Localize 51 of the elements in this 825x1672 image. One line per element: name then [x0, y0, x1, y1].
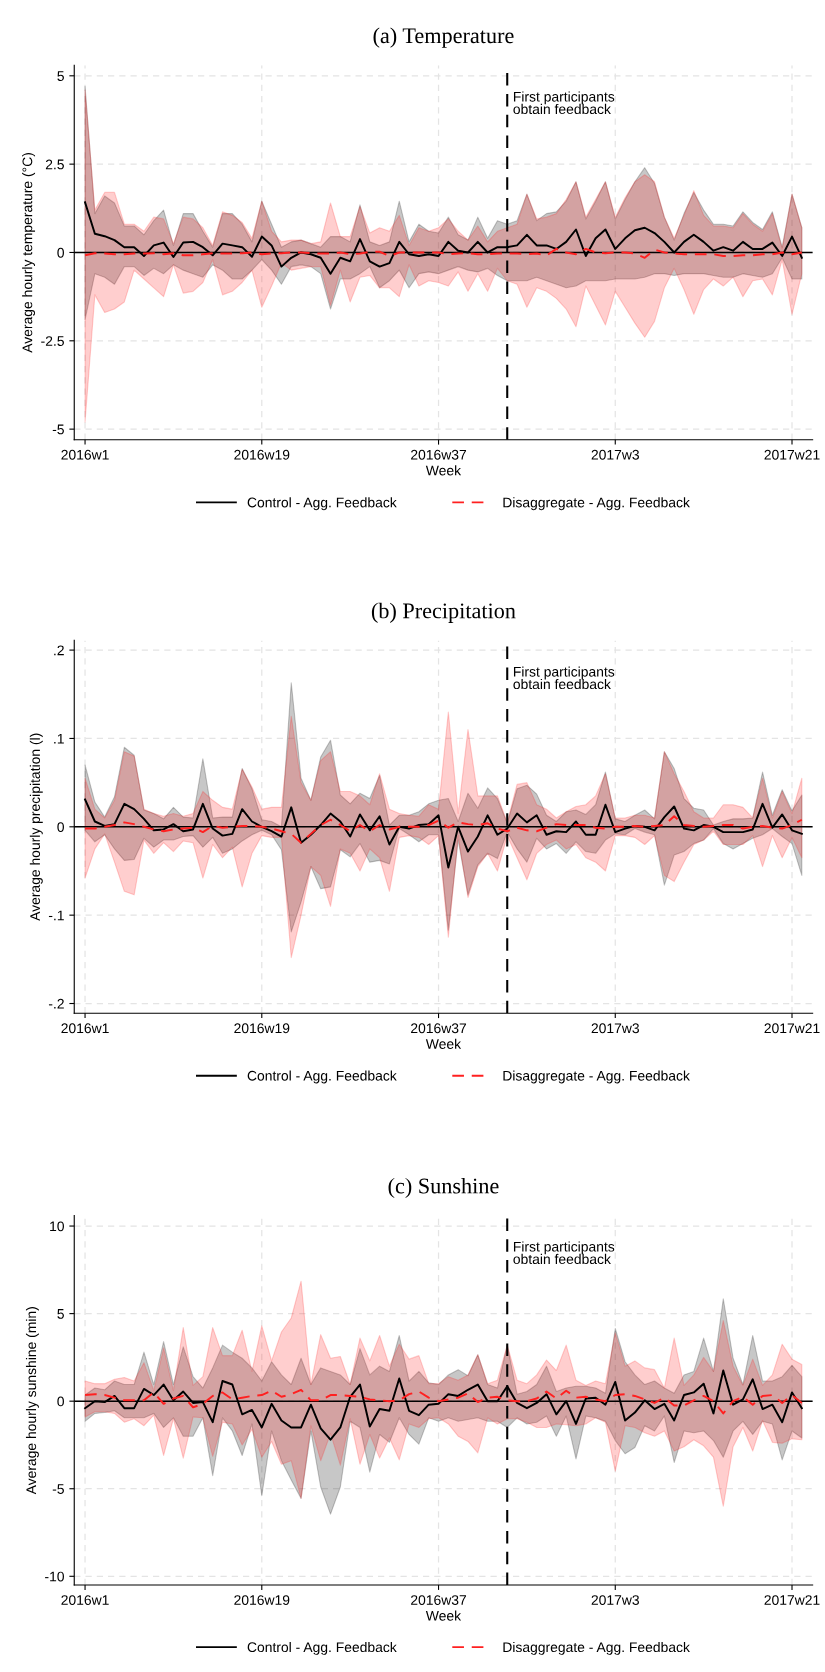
x-tick-label: 2017w21 — [764, 1595, 820, 1605]
x-tick-label: 2017w21 — [764, 449, 820, 460]
x-tick-label: 2017w3 — [591, 1023, 639, 1034]
y-tick-label: -10 — [45, 1571, 64, 1582]
line-series — [84, 247, 803, 259]
x-tick-label: 2016w37 — [411, 1023, 467, 1034]
x-tick-label: 2017w21 — [764, 1023, 820, 1034]
y-axis-title: Average hourly temperature (°C) — [22, 153, 36, 353]
x-tick-label: 2016w19 — [234, 449, 290, 460]
y-tick-label: 2.5 — [45, 159, 64, 170]
y-tick-label: -2.5 — [41, 336, 64, 346]
y-tick-label: -.1 — [48, 910, 64, 921]
x-tick-label: 2016w1 — [61, 449, 109, 460]
legend-label: Disaggregate - Agg. Feedback — [503, 497, 690, 511]
y-tick-label: 0 — [57, 247, 64, 258]
x-tick-label: 2016w19 — [234, 1023, 290, 1034]
x-axis-title: Week — [425, 1038, 462, 1049]
annotation: First participants obtain feedback — [513, 1241, 615, 1265]
x-tick-label: 2016w37 — [411, 1595, 467, 1605]
legend-label: Disaggregate - Agg. Feedback — [503, 1641, 690, 1655]
y-tick-label: -5 — [52, 424, 64, 435]
x-tick-label: 2017w3 — [591, 1595, 639, 1605]
x-axis-title: Week — [425, 465, 462, 476]
annotation: First participants obtain feedback — [513, 91, 615, 115]
x-tick-label: 2016w19 — [234, 1595, 290, 1605]
y-tick-label: 5 — [57, 71, 64, 81]
y-tick-label: 0 — [57, 1396, 64, 1407]
y-tick-label: 5 — [57, 1309, 64, 1319]
chart-title: (a) Temperature — [373, 27, 514, 48]
y-tick-label: .1 — [54, 733, 64, 744]
x-tick-label: 2016w37 — [411, 449, 467, 460]
y-tick-label: -5 — [52, 1484, 64, 1494]
line-series — [84, 1388, 803, 1415]
y-axis-title: Average hourly sunshine (min) — [25, 1307, 39, 1495]
x-tick-label: 2017w3 — [591, 449, 639, 460]
x-axis-title: Week — [425, 1610, 462, 1621]
chart-title: (c) Sunshine — [388, 1177, 499, 1199]
x-tick-label: 2016w1 — [61, 1023, 109, 1034]
annotation: First participants obtain feedback — [513, 666, 615, 690]
y-tick-label: 10 — [50, 1221, 64, 1232]
legend-label: Control - Agg. Feedback — [247, 497, 397, 511]
line-series — [84, 815, 803, 844]
chart-title: (b) Precipitation — [371, 602, 516, 623]
y-tick-label: .2 — [54, 645, 64, 656]
y-axis-title: Average hourly precipitation (l) — [29, 733, 43, 921]
legend-label: Control - Agg. Feedback — [247, 1641, 397, 1655]
x-tick-label: 2016w1 — [61, 1595, 109, 1605]
y-tick-label: -.2 — [48, 998, 64, 1009]
legend-label: Disaggregate - Agg. Feedback — [503, 1070, 690, 1084]
y-tick-label: 0 — [57, 822, 64, 832]
legend-label: Control - Agg. Feedback — [247, 1070, 397, 1084]
